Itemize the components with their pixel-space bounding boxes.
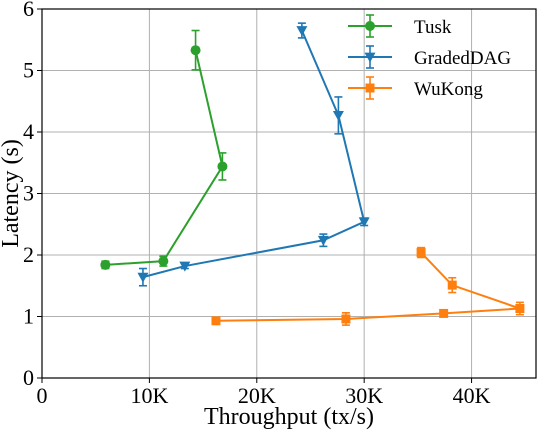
y-tick-label: 6 [23, 0, 34, 21]
series-line [105, 49, 224, 266]
x-tick-label: 0 [37, 383, 48, 408]
data-point [137, 272, 149, 283]
y-tick-label: 0 [23, 365, 34, 390]
x-axis-title: Throughput (tx/s) [204, 404, 374, 430]
data-point [296, 26, 308, 37]
data-point [190, 45, 201, 56]
y-tick-label: 5 [23, 58, 34, 83]
x-tick-label: 20K [238, 383, 276, 408]
series-layer [100, 22, 525, 326]
y-tick-label: 3 [23, 181, 34, 206]
data-point [100, 259, 111, 270]
data-point [358, 217, 370, 228]
data-point [211, 316, 221, 326]
y-tick-label: 1 [23, 304, 34, 329]
legend-label: GradedDAG [414, 48, 511, 69]
series-line [215, 251, 521, 322]
data-point [317, 235, 329, 246]
legend-entry-tusk: Tusk [348, 14, 452, 38]
x-tick-label: 10K [130, 383, 168, 408]
data-point [416, 248, 426, 258]
y-tick-label: 4 [23, 119, 34, 144]
data-point [158, 256, 169, 267]
data-point [515, 304, 525, 314]
series-tusk [100, 29, 228, 270]
grid-layer [42, 9, 536, 378]
legend: Tusk GradedDAG WuKong [348, 14, 511, 100]
legend-label: Tusk [414, 17, 452, 38]
y-axis-title: Latency (s) [0, 139, 24, 248]
data-point [179, 261, 191, 272]
legend-marker [365, 21, 375, 31]
data-point [447, 280, 457, 290]
legend-label: WuKong [414, 79, 483, 100]
data-point [341, 314, 351, 324]
y-tick-label: 2 [23, 242, 34, 267]
tick-layer: 0 10K 20K 30K 40K 0 1 2 3 4 5 6 [23, 0, 491, 408]
data-point [332, 110, 344, 121]
data-point [439, 308, 449, 318]
series-wukong [211, 246, 525, 326]
x-tick-label: 40K [453, 383, 491, 408]
legend-entry-wukong: WuKong [348, 76, 483, 100]
series-line [142, 30, 366, 279]
legend-marker [365, 83, 375, 93]
data-point [217, 161, 228, 172]
legend-marker [364, 52, 376, 63]
series-gradeddag [137, 22, 370, 287]
x-tick-label: 30K [345, 383, 383, 408]
legend-entry-gradeddag: GradedDAG [348, 45, 511, 69]
